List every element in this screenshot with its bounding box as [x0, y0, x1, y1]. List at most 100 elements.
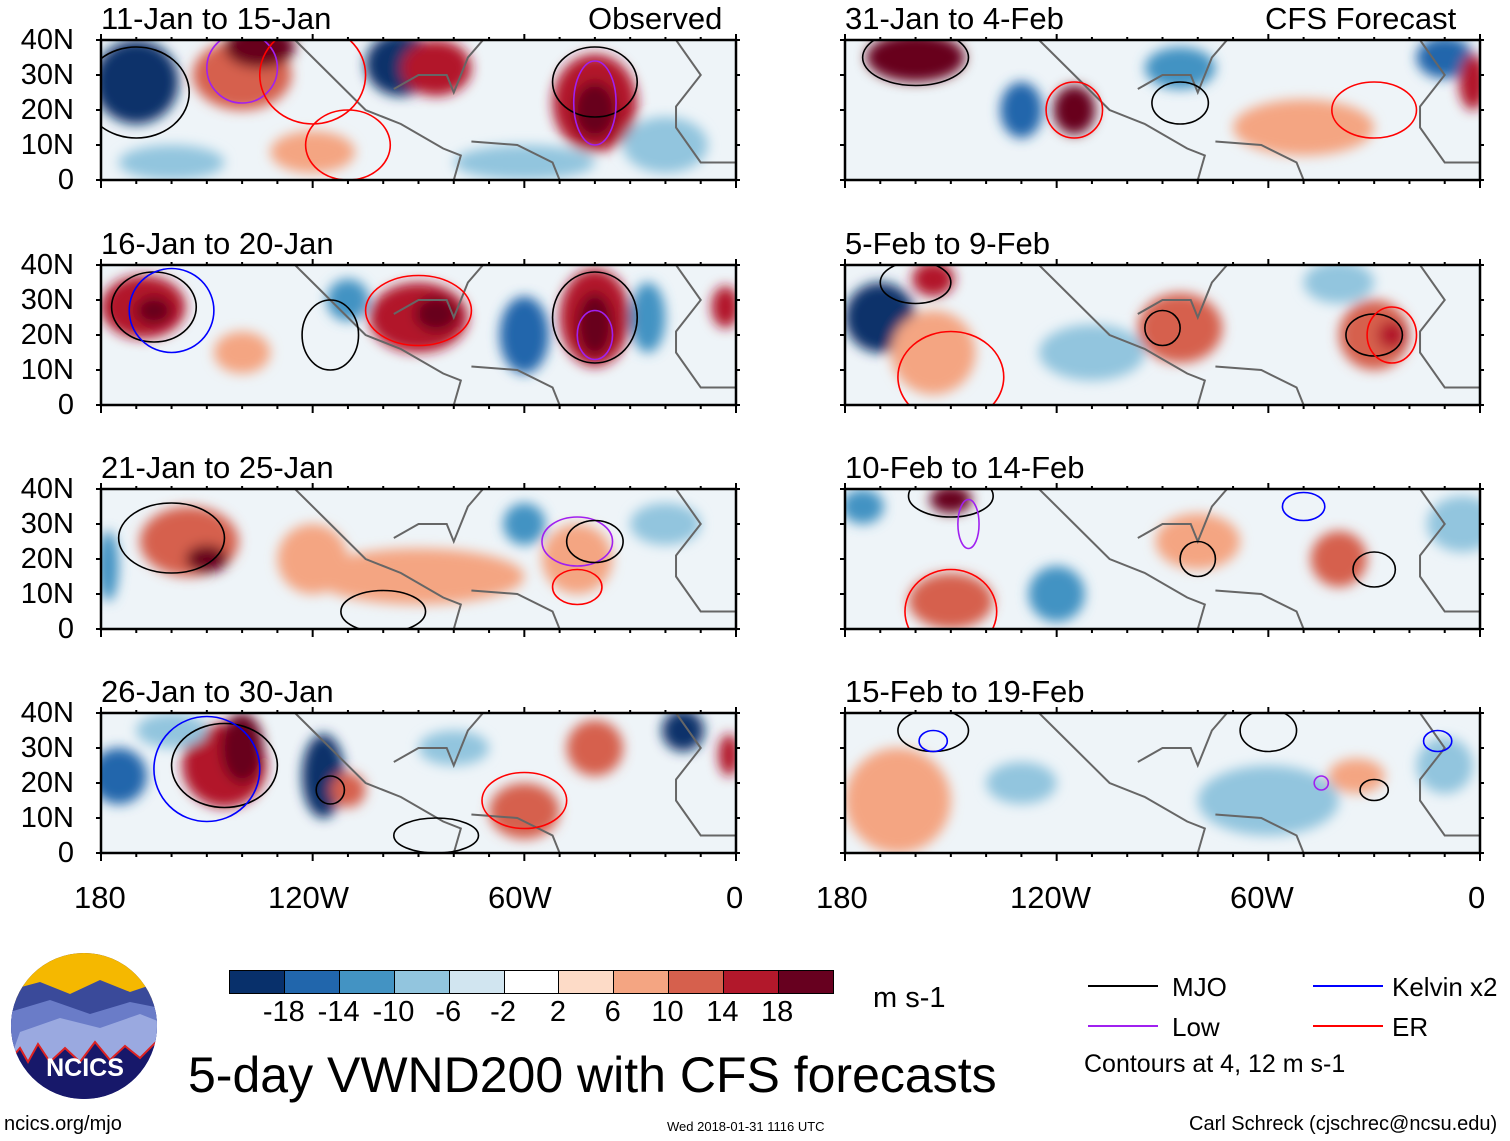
lon-tick-right-0: 0 — [1468, 880, 1486, 915]
anomaly-region — [866, 40, 965, 82]
lat-tick: 0 — [57, 837, 74, 869]
anomaly-region — [503, 503, 546, 545]
wave-contour — [879, 265, 952, 305]
anomaly-region — [845, 489, 884, 524]
wave-contour — [393, 817, 480, 853]
map-panel — [96, 707, 740, 861]
wave-contour — [153, 715, 261, 823]
wave-contour — [258, 40, 367, 125]
wave-contour — [1045, 81, 1104, 139]
lon-tick-left-180: 180 — [74, 880, 126, 915]
anomaly-region — [623, 117, 708, 173]
anomaly-region — [326, 279, 370, 321]
timestamp: Wed 2018-01-31 1116 UTC — [667, 1119, 825, 1134]
map-panel — [840, 259, 1484, 413]
lat-tick: 20N — [20, 767, 74, 799]
colorbar-swatch — [393, 971, 449, 993]
lon-tick-right-60w: 60W — [1230, 880, 1294, 915]
lon-tick-right-180: 180 — [816, 880, 868, 915]
wave-contour — [206, 40, 279, 104]
anomaly-region — [270, 131, 355, 173]
colorbar-swatch — [338, 971, 394, 993]
colorbar-swatch — [668, 971, 724, 993]
source-url[interactable]: ncics.org/mjo — [4, 1113, 122, 1135]
wave-contour — [364, 274, 473, 347]
anomaly-region — [453, 145, 595, 180]
coastline — [1038, 40, 1480, 180]
colorbar-tick: -2 — [490, 996, 516, 1028]
colorbar-tick: -10 — [372, 996, 415, 1028]
colorbar — [229, 970, 834, 994]
figure-title: 5-day VWND200 with CFS forecasts — [188, 1047, 997, 1103]
legend-line-mjo — [1088, 985, 1158, 987]
panel-title: 31-Jan to 4-Feb — [845, 1, 1064, 36]
anomaly-region — [489, 783, 560, 839]
map-panel — [96, 34, 740, 188]
coastline — [294, 40, 736, 180]
colorbar-tick: -14 — [317, 996, 360, 1028]
anomaly-region — [1416, 40, 1473, 79]
wave-contour — [1422, 729, 1453, 753]
wave-contour — [1345, 313, 1404, 357]
anomaly-region — [1233, 99, 1375, 156]
lat-tick: 20N — [20, 543, 74, 575]
map-panel — [840, 34, 1484, 188]
wave-contour — [1313, 775, 1330, 791]
lat-tick: 10N — [20, 129, 74, 161]
panel-title: 26-Jan to 30-Jan — [101, 674, 334, 709]
anomaly-region — [1310, 531, 1368, 587]
legend-label-mjo: MJO — [1172, 972, 1227, 1002]
wave-contour — [1179, 540, 1217, 578]
lat-tick: 30N — [20, 732, 74, 764]
coastline — [1038, 265, 1480, 405]
anomaly-region — [400, 40, 472, 96]
logo-text: NCICS — [46, 1054, 124, 1082]
anomaly-region — [630, 282, 666, 353]
lat-tick: 10N — [20, 578, 74, 610]
legend-label-low: Low — [1172, 1012, 1220, 1042]
ncics-logo: NCICS — [11, 953, 157, 1099]
anomaly-region — [577, 293, 613, 356]
anomaly-region — [573, 82, 617, 138]
anomaly-region — [1144, 47, 1216, 89]
anomaly-region — [718, 734, 736, 776]
map-panel — [840, 707, 1484, 861]
wave-contour — [904, 568, 998, 629]
anomaly-region — [1338, 300, 1410, 370]
wave-contour — [1366, 306, 1418, 364]
anomaly-region — [101, 531, 119, 601]
wave-contour — [170, 722, 279, 809]
lat-tick: 0 — [57, 164, 74, 196]
map-panel — [96, 259, 740, 413]
lat-tick: 30N — [20, 284, 74, 316]
anomaly-region — [499, 296, 550, 374]
anomaly-region — [1000, 82, 1043, 138]
colorbar-tick: -6 — [435, 996, 462, 1028]
lat-tick: 40N — [20, 24, 74, 56]
map-panel — [96, 483, 740, 637]
colorbar-tick: 6 — [604, 996, 621, 1028]
anomaly-region — [630, 503, 701, 545]
anomaly-region — [101, 40, 179, 124]
anomaly-region — [566, 720, 624, 776]
wave-contour — [301, 299, 360, 371]
wave-contour — [1144, 309, 1181, 347]
lat-tick: 30N — [20, 508, 74, 540]
colorbar-swatch — [283, 971, 339, 993]
lon-tick-left-0: 0 — [726, 880, 744, 915]
anomaly-region — [1416, 737, 1473, 794]
wave-contour — [861, 40, 970, 87]
coastline — [294, 713, 736, 853]
anomaly-region — [541, 524, 613, 594]
wave-contour — [918, 729, 949, 753]
lat-tick: 0 — [57, 389, 74, 421]
colorbar-swatch — [230, 971, 284, 993]
wave-contour — [1151, 81, 1210, 125]
anomaly-region — [1427, 496, 1480, 552]
wave-contour — [101, 46, 190, 139]
lat-tick: 40N — [20, 249, 74, 281]
anomaly-region — [1197, 765, 1339, 836]
lat-tick: 10N — [20, 802, 74, 834]
colorbar-swatch — [503, 971, 559, 993]
lat-tick: 20N — [20, 319, 74, 351]
